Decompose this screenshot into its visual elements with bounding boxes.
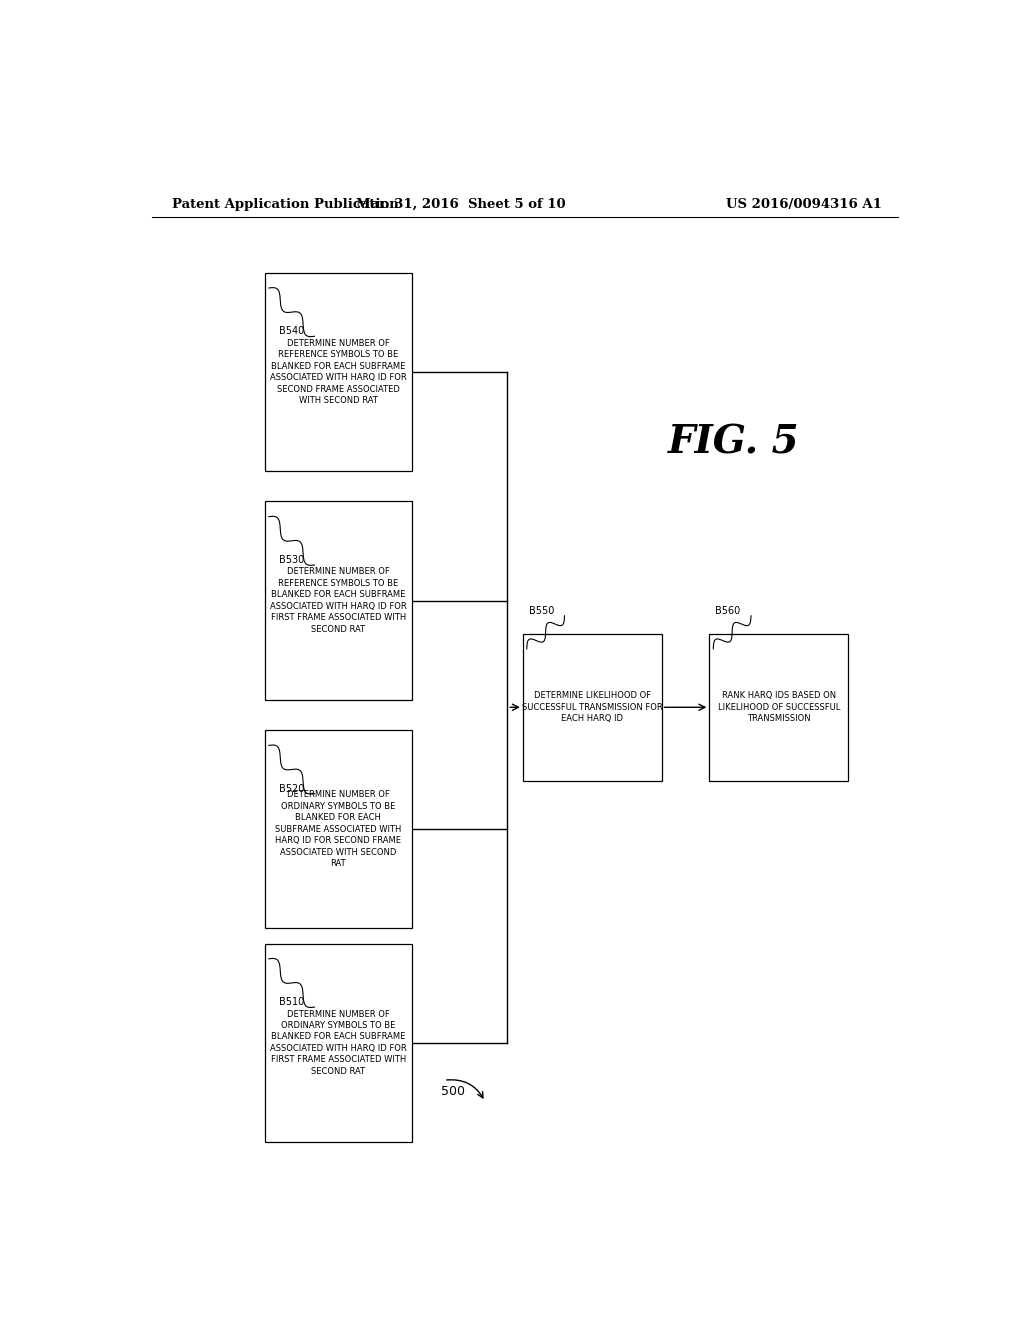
Bar xyxy=(265,502,412,700)
Text: DETERMINE NUMBER OF
ORDINARY SYMBOLS TO BE
BLANKED FOR EACH
SUBFRAME ASSOCIATED : DETERMINE NUMBER OF ORDINARY SYMBOLS TO … xyxy=(275,791,401,869)
Bar xyxy=(523,634,662,781)
Text: B530: B530 xyxy=(279,554,304,565)
Text: B560: B560 xyxy=(715,606,740,615)
Text: B520: B520 xyxy=(279,784,304,793)
Text: B550: B550 xyxy=(528,606,554,615)
Text: US 2016/0094316 A1: US 2016/0094316 A1 xyxy=(726,198,882,211)
Text: RANK HARQ IDS BASED ON
LIKELIHOOD OF SUCCESSFUL
TRANSMISSION: RANK HARQ IDS BASED ON LIKELIHOOD OF SUC… xyxy=(718,692,840,723)
Text: DETERMINE NUMBER OF
REFERENCE SYMBOLS TO BE
BLANKED FOR EACH SUBFRAME
ASSOCIATED: DETERMINE NUMBER OF REFERENCE SYMBOLS TO… xyxy=(270,568,407,634)
Text: B540: B540 xyxy=(279,326,304,337)
Bar xyxy=(265,944,412,1142)
Text: 500: 500 xyxy=(441,1085,466,1098)
Text: Patent Application Publication: Patent Application Publication xyxy=(172,198,398,211)
Text: DETERMINE LIKELIHOOD OF
SUCCESSFUL TRANSMISSION FOR
EACH HARQ ID: DETERMINE LIKELIHOOD OF SUCCESSFUL TRANS… xyxy=(522,692,663,723)
Text: DETERMINE NUMBER OF
ORDINARY SYMBOLS TO BE
BLANKED FOR EACH SUBFRAME
ASSOCIATED : DETERMINE NUMBER OF ORDINARY SYMBOLS TO … xyxy=(270,1010,407,1076)
Text: FIG. 5: FIG. 5 xyxy=(668,424,800,462)
Text: Mar. 31, 2016  Sheet 5 of 10: Mar. 31, 2016 Sheet 5 of 10 xyxy=(356,198,566,211)
Bar xyxy=(265,273,412,471)
Text: B510: B510 xyxy=(279,997,304,1007)
FancyArrowPatch shape xyxy=(446,1080,483,1098)
Text: DETERMINE NUMBER OF
REFERENCE SYMBOLS TO BE
BLANKED FOR EACH SUBFRAME
ASSOCIATED: DETERMINE NUMBER OF REFERENCE SYMBOLS TO… xyxy=(270,339,407,405)
Bar xyxy=(710,634,848,781)
Bar xyxy=(265,730,412,928)
